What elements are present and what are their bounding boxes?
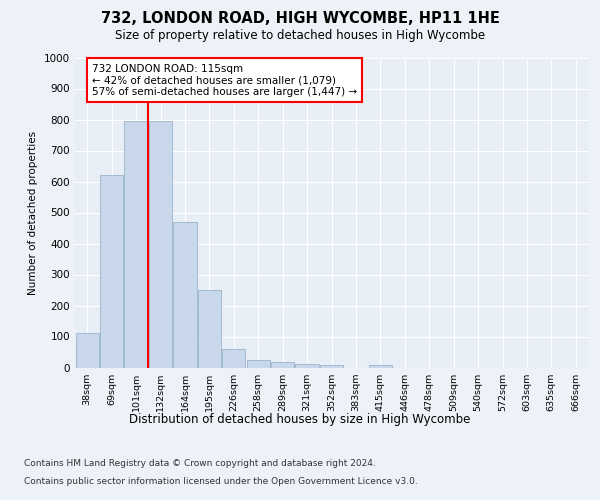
Bar xyxy=(271,362,294,368)
Bar xyxy=(76,334,99,368)
Bar xyxy=(173,222,197,368)
Bar xyxy=(247,360,270,368)
Text: Distribution of detached houses by size in High Wycombe: Distribution of detached houses by size … xyxy=(130,412,470,426)
Bar xyxy=(369,365,392,368)
Text: Contains HM Land Registry data © Crown copyright and database right 2024.: Contains HM Land Registry data © Crown c… xyxy=(24,458,376,468)
Text: 732 LONDON ROAD: 115sqm
← 42% of detached houses are smaller (1,079)
57% of semi: 732 LONDON ROAD: 115sqm ← 42% of detache… xyxy=(92,64,357,97)
Bar xyxy=(149,121,172,368)
Bar xyxy=(320,365,343,368)
Bar xyxy=(124,121,148,368)
Text: 732, LONDON ROAD, HIGH WYCOMBE, HP11 1HE: 732, LONDON ROAD, HIGH WYCOMBE, HP11 1HE xyxy=(101,11,499,26)
Text: Contains public sector information licensed under the Open Government Licence v3: Contains public sector information licen… xyxy=(24,477,418,486)
Bar xyxy=(222,349,245,368)
Bar xyxy=(198,290,221,368)
Y-axis label: Number of detached properties: Number of detached properties xyxy=(28,130,38,294)
Bar xyxy=(100,176,123,368)
Bar xyxy=(295,364,319,368)
Text: Size of property relative to detached houses in High Wycombe: Size of property relative to detached ho… xyxy=(115,29,485,42)
